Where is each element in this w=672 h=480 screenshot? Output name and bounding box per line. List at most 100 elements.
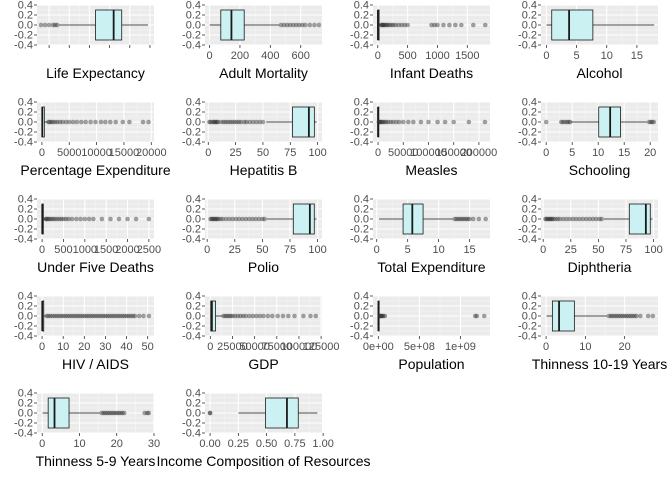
outlier-point (435, 119, 440, 125)
outlier-point (628, 313, 633, 319)
outlier-point (128, 313, 134, 319)
outlier-point (459, 216, 465, 222)
outlier-point (113, 119, 119, 125)
x-tick-label: 200000 (461, 147, 498, 159)
outlier-point (44, 216, 50, 222)
outlier-point (208, 119, 213, 125)
outlier-point (281, 22, 287, 28)
y-tick-label: -0.2 (518, 224, 537, 236)
outlier-point (555, 216, 560, 222)
y-tick-label: 0.4 (186, 97, 201, 109)
outlier-point (260, 119, 266, 125)
outlier-point (236, 119, 242, 125)
y-tick-label: -0.2 (518, 321, 537, 333)
outlier-point (212, 216, 218, 222)
outlier-point (111, 313, 117, 319)
outlier-point (109, 313, 115, 319)
outlier-point (389, 22, 394, 28)
outlier-point (105, 313, 110, 319)
x-tick-label: 10 (57, 341, 69, 353)
outlier-point (379, 22, 385, 28)
outlier-point (393, 22, 398, 28)
outlier-point (70, 119, 76, 125)
outlier-point (547, 216, 553, 222)
y-tick-label: 0.0 (18, 311, 33, 323)
outlier-point (247, 313, 252, 319)
outlier-point (117, 313, 123, 319)
outlier-point (219, 119, 224, 125)
x-tick-label: 25 (229, 244, 241, 256)
outlier-point (312, 22, 317, 28)
outlier-point (215, 119, 221, 125)
outlier-point (254, 313, 259, 319)
outlier-point (223, 313, 228, 319)
outlier-point (116, 410, 121, 416)
outlier-point (474, 313, 480, 319)
outlier-point (86, 216, 92, 222)
outlier-point (543, 216, 548, 222)
outlier-point (622, 313, 627, 319)
x-tick-label: 0.00 (199, 438, 220, 450)
outlier-point (46, 119, 51, 125)
x-axis-label: Under Five Deaths (37, 259, 154, 275)
outlier-point (483, 216, 488, 222)
x-tick-label: 50000 (239, 341, 270, 353)
boxplot-panel-11: 0.40.20.0-0.2-0.4 0 5 10 15 Total Expenditure (350, 194, 490, 275)
outlier-point (86, 313, 91, 319)
iqr-box (292, 203, 315, 235)
outlier-point (250, 119, 256, 125)
outlier-point (125, 216, 130, 222)
outlier-point (426, 119, 431, 125)
iqr-box (220, 9, 245, 41)
x-tick-label: 50 (256, 244, 268, 256)
outlier-point (63, 216, 69, 222)
boxplot-panel-3: 0.40.20.0-0.2-0.4 0 500 1000 1500 Infant Deat… (350, 0, 490, 81)
outlier-point (88, 313, 93, 319)
outlier-point (393, 119, 399, 125)
y-tick-label: -0.2 (518, 30, 537, 42)
outlier-point (459, 22, 464, 28)
outlier-point (66, 119, 72, 125)
outlier-point (132, 313, 138, 319)
y-tick-label: 0.0 (354, 117, 369, 129)
x-tick-label: 0 (543, 341, 549, 353)
y-tick-label: 0.2 (186, 107, 201, 119)
x-tick-label: 0 (204, 244, 210, 256)
y-tick-label: -0.4 (182, 40, 201, 52)
x-tick-label: 500 (54, 244, 72, 256)
iqr-box (292, 106, 315, 138)
x-tick-label: 2500 (137, 244, 161, 256)
outlier-point (230, 313, 235, 319)
outlier-point (246, 216, 252, 222)
x-tick-label: 10 (73, 438, 85, 450)
x-tick-label: 100000 (281, 341, 318, 353)
y-tick-label: 0.0 (18, 20, 33, 32)
y-tick-label: 0.4 (18, 388, 33, 400)
outlier-point (456, 216, 461, 222)
outlier-point (56, 313, 62, 319)
outlier-point (56, 216, 62, 222)
x-tick-label: 600 (292, 50, 310, 62)
outlier-point (120, 410, 125, 416)
outlier-point (472, 313, 478, 319)
y-tick-label: 0.4 (186, 388, 201, 400)
outlier-point (107, 313, 112, 319)
outlier-point (46, 313, 51, 319)
y-tick-label: 0.4 (186, 291, 201, 303)
outlier-point (250, 216, 255, 222)
outlier-point (146, 216, 152, 222)
y-tick-label: -0.4 (350, 40, 369, 52)
x-tick-label: 2000 (115, 244, 139, 256)
outlier-point (550, 216, 556, 222)
boxplot-panel-6: 0.40.20.0-0.2-0.4 0 25 50 75 100 Hepatitis B (182, 97, 327, 179)
outlier-point (133, 216, 139, 222)
outlier-point (210, 216, 216, 222)
outlier-point (257, 119, 262, 125)
x-tick-label: 0 (39, 244, 45, 256)
iqr-box (265, 397, 299, 429)
y-tick-label: -0.2 (182, 127, 201, 139)
x-tick-label: 15 (618, 147, 630, 159)
x-tick-label: 15 (631, 50, 643, 62)
